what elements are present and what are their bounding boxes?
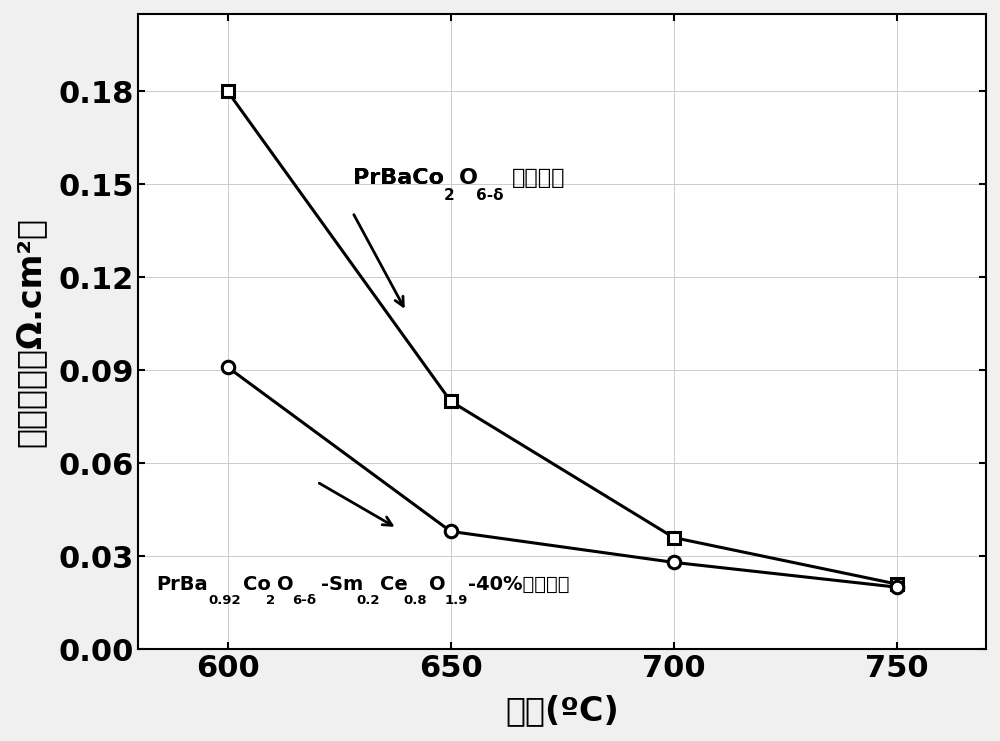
X-axis label: 温度(ºC): 温度(ºC) <box>505 694 619 727</box>
Text: O: O <box>429 575 446 594</box>
Text: 2: 2 <box>444 188 455 203</box>
Text: O: O <box>277 575 293 594</box>
Text: 1.9: 1.9 <box>444 594 468 607</box>
Text: 6-δ: 6-δ <box>476 188 504 203</box>
Text: 0.8: 0.8 <box>404 594 427 607</box>
Text: O: O <box>459 168 478 188</box>
Text: PrBa: PrBa <box>156 575 208 594</box>
Text: Co: Co <box>243 575 271 594</box>
Text: PrBaCo: PrBaCo <box>353 168 444 188</box>
Text: 0.2: 0.2 <box>356 594 380 607</box>
Text: 单相阴极: 单相阴极 <box>512 168 565 188</box>
Text: 2: 2 <box>266 594 276 607</box>
Text: -40%复合阴极: -40%复合阴极 <box>468 575 570 594</box>
Text: Ce: Ce <box>380 575 408 594</box>
Text: 0.92: 0.92 <box>209 594 241 607</box>
Text: 6-δ: 6-δ <box>292 594 316 607</box>
Text: -Sm: -Sm <box>321 575 363 594</box>
Y-axis label: 极化阻抗（Ω.cm²）: 极化阻抗（Ω.cm²） <box>14 216 47 447</box>
Text: PrBaCo: PrBaCo <box>353 168 444 188</box>
